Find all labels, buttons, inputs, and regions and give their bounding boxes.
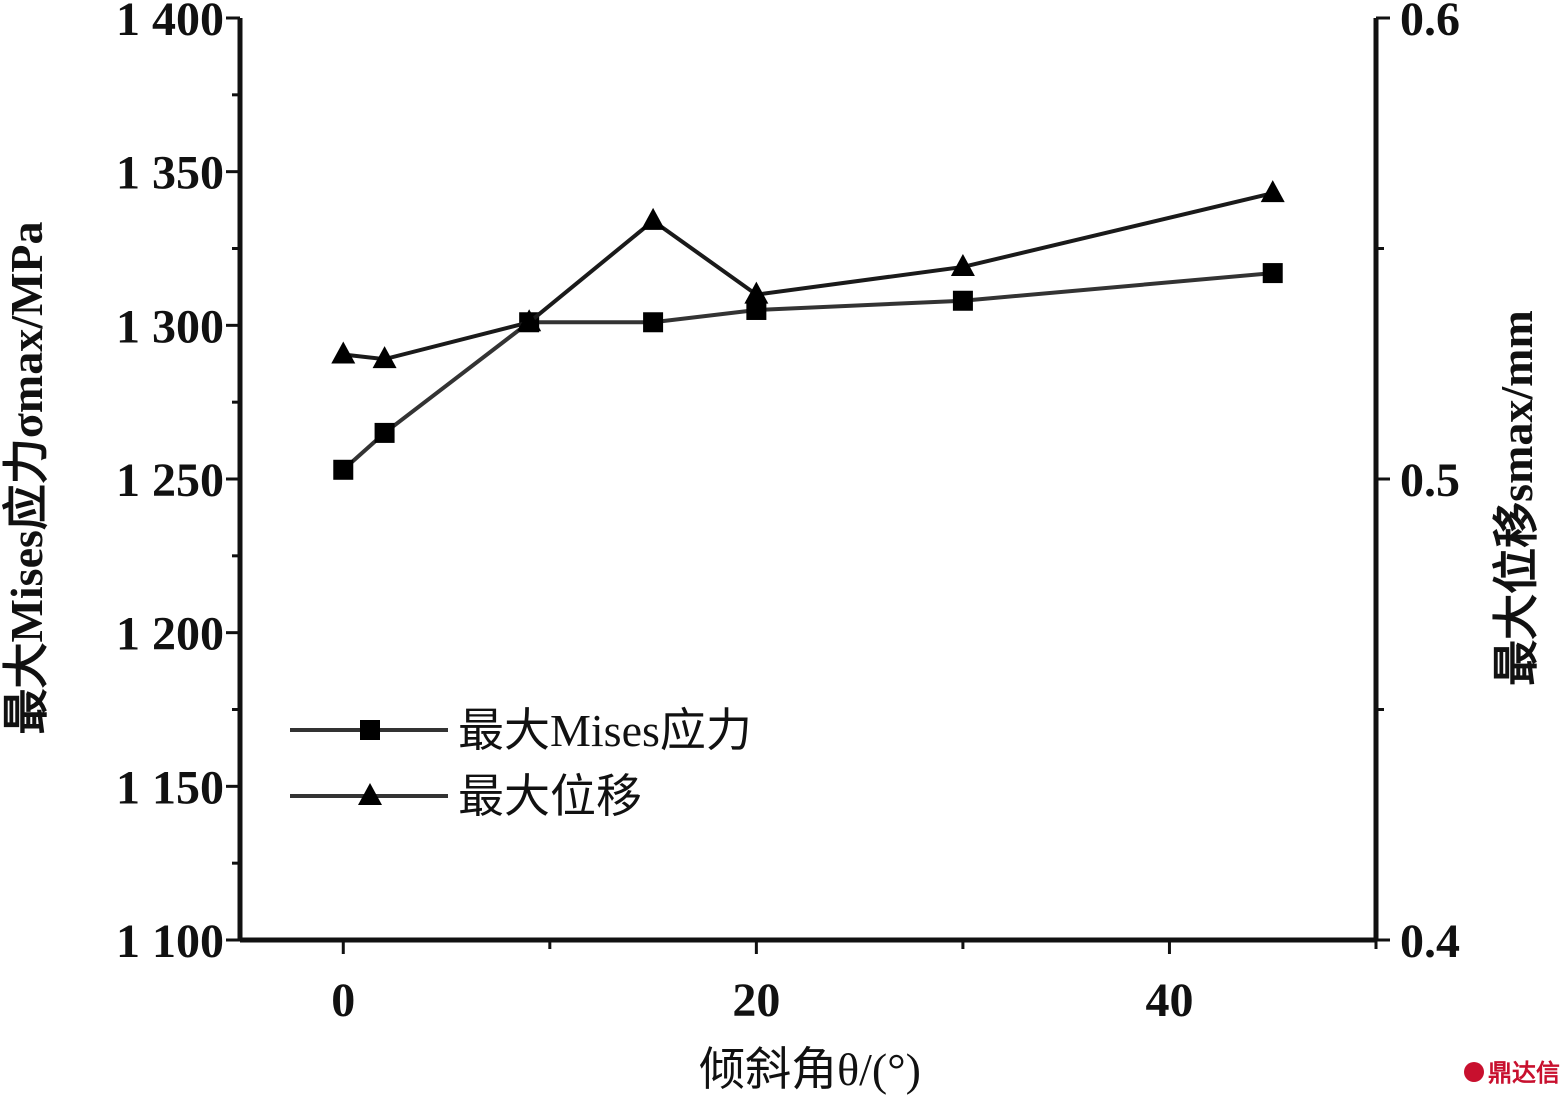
y-right-tick-label: 0.5 <box>1400 454 1460 507</box>
y-left-tick-label: 1 150 <box>116 761 224 814</box>
legend-label: 最大位移 <box>458 771 642 822</box>
displacement-point <box>331 341 356 364</box>
watermark-logo: 鼎达信 <box>1464 1059 1560 1087</box>
watermark-text: 鼎达信 <box>1488 1059 1560 1087</box>
displacement-point <box>372 346 397 369</box>
x-tick-label: 20 <box>732 974 780 1027</box>
legend-marker <box>358 783 382 805</box>
displacement-point <box>517 309 542 332</box>
legend-marker <box>360 720 380 740</box>
displacement-point <box>1260 180 1285 203</box>
watermark-icon <box>1464 1062 1484 1082</box>
y-right-tick-label: 0.4 <box>1400 915 1460 968</box>
displacement-point <box>744 281 769 304</box>
y-left-tick-label: 1 350 <box>116 147 224 200</box>
y-left-tick-label: 1 200 <box>116 608 224 661</box>
series-line-mises <box>341 271 1273 472</box>
displacement-point <box>641 207 666 230</box>
y-left-label: 最大Mises应力σmax/MPa <box>1 221 52 734</box>
y-left-tick-label: 1 250 <box>116 454 224 507</box>
mises-point <box>1262 263 1283 284</box>
mises-point <box>952 290 973 311</box>
mises-point <box>333 459 354 480</box>
axes: 0 20 40 1 100 1 150 1 200 1 250 1 300 1 350 1 400… <box>116 0 1460 1027</box>
y-left-tick-label: 1 100 <box>116 915 224 968</box>
y-left-tick-label: 1 300 <box>116 300 224 353</box>
displacement-point <box>950 253 975 276</box>
x-tick-label: 40 <box>1145 974 1193 1027</box>
series-layer <box>331 180 1285 480</box>
y-right-tick-label: 0.6 <box>1400 0 1460 46</box>
x-tick-label: 0 <box>331 974 355 1027</box>
x-axis-label: 倾斜角θ/(°) <box>699 1044 921 1095</box>
mises-point <box>746 299 767 320</box>
mises-point <box>374 422 395 443</box>
legend-label: 最大Mises应力 <box>458 705 752 756</box>
y-right-label: 最大位移smax/mm <box>1491 310 1542 686</box>
series-line-displacement <box>343 191 1274 362</box>
mises-point <box>643 312 664 333</box>
y-left-tick-label: 1 400 <box>116 0 224 46</box>
